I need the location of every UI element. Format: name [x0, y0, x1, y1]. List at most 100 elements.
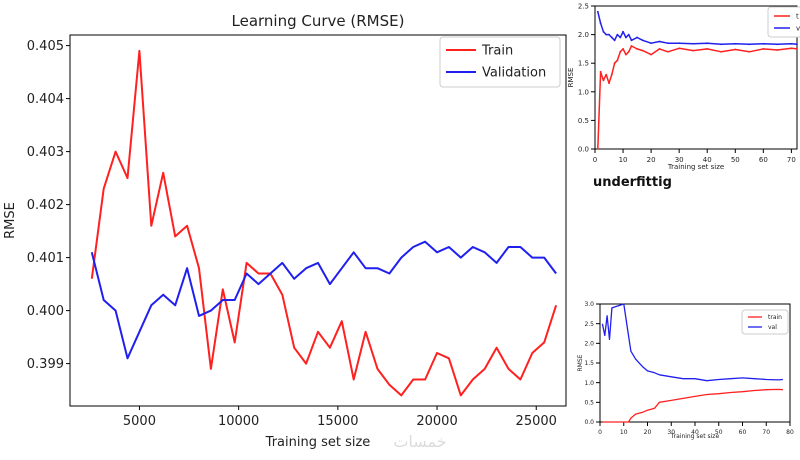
x-tick-label: 30 — [675, 156, 684, 164]
series-line-val — [601, 303, 783, 382]
underfitting-caption: underfittig — [593, 175, 672, 190]
x-tick-label: 5000 — [123, 414, 156, 429]
y-tick-label: 0.5 — [584, 399, 594, 406]
x-tick-label: 30 — [667, 429, 675, 436]
x-tick-label: 20 — [644, 429, 652, 436]
data-point-v — [641, 39, 644, 42]
data-point-v — [613, 39, 616, 42]
y-tick-label: 0.399 — [27, 357, 64, 372]
x-tick-label: 40 — [691, 429, 699, 436]
x-tick-label: 70 — [762, 429, 770, 436]
y-tick-label: 0.402 — [27, 198, 64, 213]
y-tick-label: 0.0 — [578, 145, 589, 153]
data-point-v — [610, 36, 613, 39]
data-point-v — [796, 43, 798, 46]
data-point-t — [650, 53, 653, 56]
data-point-v — [602, 30, 605, 33]
chart-title: Learning Curve (RMSE) — [232, 12, 405, 30]
x-axis-label: Training set size — [670, 433, 720, 440]
data-point-v — [748, 43, 751, 46]
y-tick-label: 3.0 — [584, 301, 594, 308]
y-tick-label: 2.0 — [584, 340, 594, 347]
x-tick-label: 25000 — [516, 414, 557, 429]
data-point-t — [605, 73, 608, 76]
data-point-t — [796, 48, 798, 50]
series-line-validation — [90, 240, 557, 360]
y-tick-label: 0.404 — [27, 92, 64, 107]
data-point-t — [616, 59, 619, 62]
data-point-t — [706, 48, 709, 50]
x-tick-label: 20 — [647, 156, 656, 164]
underfitting-chart: 0 10 20 30 40 50 60 70 0.0 0.5 1.0 1.5 2.0 2.5 Trainin… — [567, 2, 800, 171]
data-point-t — [624, 53, 627, 56]
y-tick-label: 2.5 — [578, 2, 589, 10]
data-point-t — [636, 48, 638, 50]
main-learning-curve-chart: Learning Curve (RMSE) 5000 10000 15000 20000… — [3, 12, 567, 451]
data-point-v — [599, 22, 602, 25]
data-point-v — [706, 42, 709, 45]
x-tick-label: 60 — [739, 429, 747, 436]
y-tick-label: 2.0 — [578, 31, 589, 39]
series-line-t — [597, 45, 798, 150]
data-point-t — [734, 48, 737, 51]
x-tick-label: 40 — [703, 156, 712, 164]
x-tick-label: 80 — [786, 429, 794, 436]
data-point-v — [762, 42, 765, 45]
data-point-t — [627, 50, 630, 53]
data-point-t — [762, 48, 765, 50]
data-point-t — [692, 49, 695, 52]
series-line-train — [90, 49, 558, 397]
x-tick-label: 50 — [731, 156, 740, 164]
legend-label-t: t — [796, 12, 799, 20]
data-point-v — [619, 36, 622, 39]
y-tick-label: 1.0 — [578, 88, 589, 96]
overfitting-chart: 0 10 20 30 40 50 60 70 80 0.0 0.5 1.0 1.5 2.0 2.5 3.0 Tr… — [577, 301, 794, 440]
y-tick-label: 1.0 — [584, 380, 594, 387]
data-point-v — [734, 42, 737, 45]
data-point-t — [613, 62, 616, 65]
data-point-t — [599, 70, 602, 73]
x-tick-label: 70 — [787, 156, 796, 164]
y-tick-label: 1.5 — [578, 60, 589, 68]
x-axis-label: Training set size — [667, 163, 724, 171]
data-point-t — [641, 49, 644, 52]
y-tick-label: 0.5 — [578, 117, 589, 125]
data-point-t — [630, 45, 633, 47]
data-point-v — [596, 10, 599, 13]
y-tick-label: 0.403 — [27, 145, 64, 160]
data-point-t — [720, 50, 723, 53]
data-point-v — [627, 33, 630, 36]
data-point-t — [658, 48, 661, 50]
data-point-t — [619, 50, 622, 53]
data-point-v — [692, 42, 695, 45]
data-point-v — [776, 43, 779, 46]
data-point-t — [608, 82, 610, 85]
data-point-v — [678, 42, 681, 45]
x-tick-label: 10000 — [218, 414, 259, 429]
legend-box — [741, 309, 789, 335]
y-axis-label: RMSE — [577, 354, 584, 371]
data-point-v — [624, 36, 627, 39]
data-point-t — [610, 73, 613, 76]
data-point-v — [720, 43, 723, 46]
data-point-v — [622, 30, 624, 33]
data-point-v — [667, 42, 669, 45]
x-tick-label: 60 — [759, 156, 768, 164]
data-point-t — [596, 148, 599, 150]
data-point-v — [636, 36, 638, 39]
y-tick-label: 0.0 — [584, 419, 594, 426]
series-line-train — [602, 388, 783, 423]
y-tick-label: 2.5 — [584, 321, 594, 328]
data-point-t — [748, 50, 751, 53]
x-tick-label: 10 — [619, 156, 628, 164]
data-point-t — [667, 50, 669, 53]
x-tick-label: 0 — [593, 156, 597, 164]
legend-label-validation: Validation — [482, 66, 546, 81]
legend-label-train: train — [768, 314, 782, 321]
legend-box — [767, 6, 800, 38]
y-tick-label: 1.5 — [584, 360, 594, 367]
watermark-text: خمسات — [393, 432, 446, 451]
y-axis-label: RMSE — [567, 68, 575, 88]
y-axis-label: RMSE — [3, 202, 18, 239]
y-tick-label: 0.400 — [27, 304, 64, 319]
